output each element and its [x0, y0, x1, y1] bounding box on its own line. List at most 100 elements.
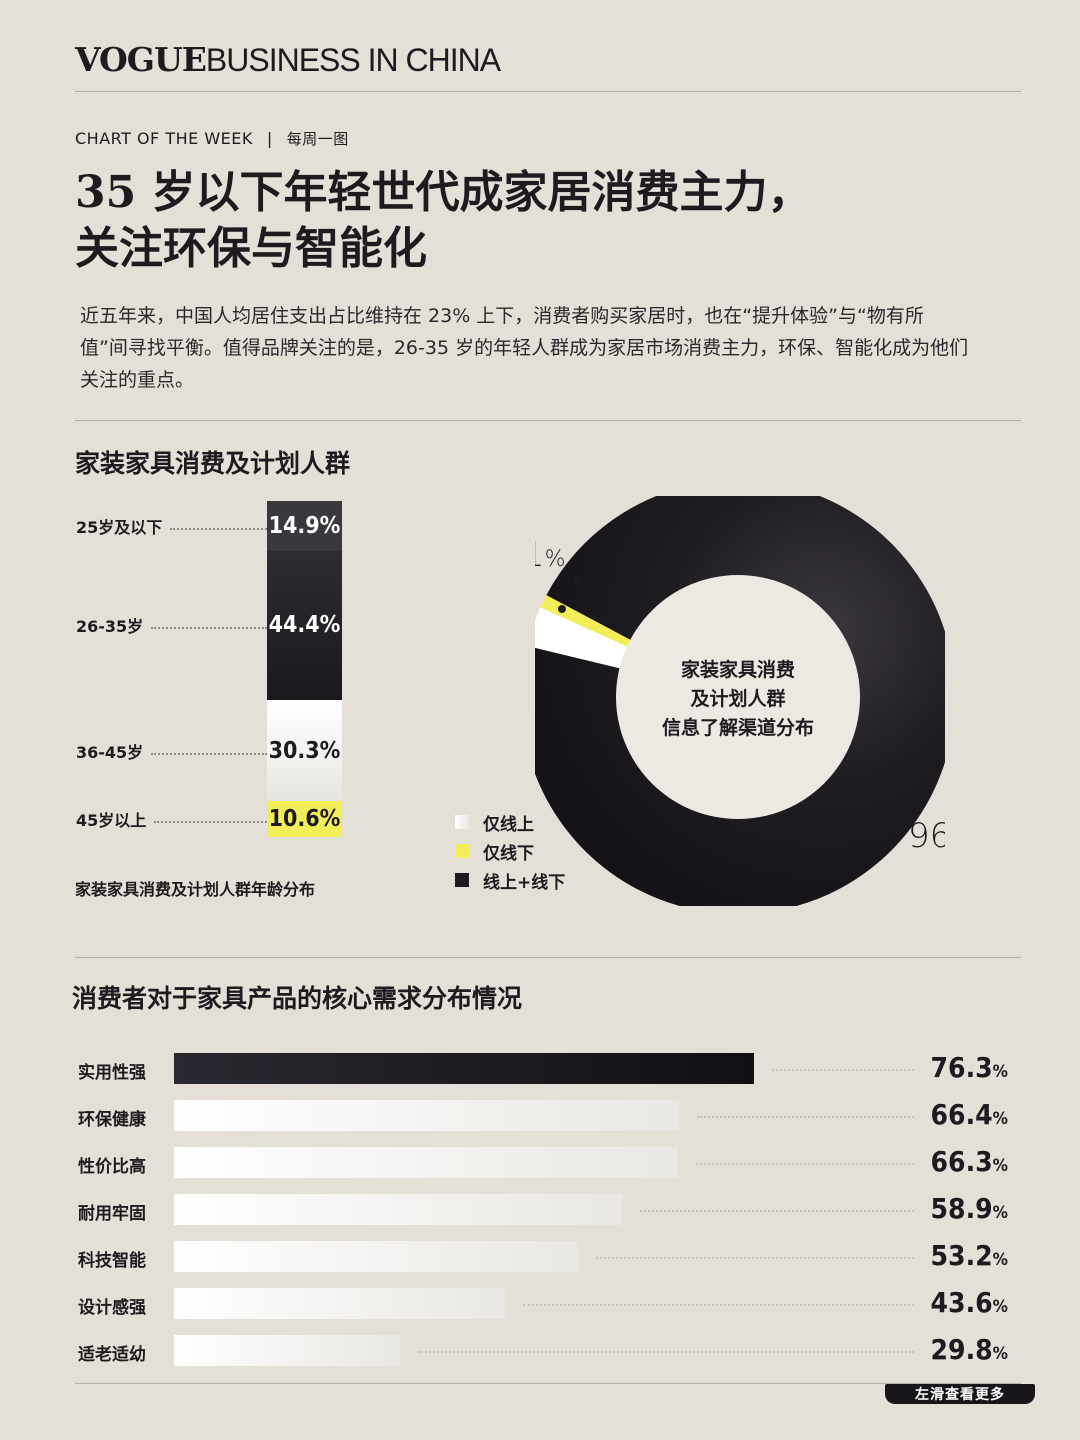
header-divider [75, 91, 1021, 92]
leader-dots [696, 1116, 914, 1118]
need-bar [174, 1053, 754, 1084]
legend-item: 线上+线下 [455, 868, 566, 893]
legend-swatch [455, 815, 469, 829]
section2-title: 消费者对于家具产品的核心需求分布情况 [72, 984, 523, 1013]
need-row: 实用性强 76.3% [78, 1051, 1018, 1085]
need-bar [174, 1100, 679, 1131]
need-value-unit: % [992, 1203, 1008, 1223]
need-value-unit: % [992, 1297, 1008, 1317]
age-row: 26-35岁 [76, 614, 271, 636]
need-row: 科技智能 53.2% [78, 1239, 1018, 1273]
need-value-number: 53.2 [930, 1239, 993, 1272]
donut-label-marker [558, 605, 566, 613]
headline-line-1: 35 岁以下年轻世代成家居消费主力， [75, 167, 812, 218]
need-value: 66.3% [931, 1145, 1008, 1178]
donut-hole [616, 575, 860, 819]
donut-slices [535, 496, 945, 906]
need-row: 性价比高 66.3% [78, 1145, 1018, 1179]
age-category-label: 45岁以上 [76, 811, 147, 831]
age-row: 25岁及以下 [76, 515, 271, 537]
need-value-unit: % [992, 1344, 1008, 1364]
need-value-unit: % [992, 1109, 1008, 1129]
age-segment: 44.4% [267, 550, 342, 700]
age-segment-value: 10.6% [268, 806, 341, 833]
logo-vogue: VOGUE [75, 40, 207, 79]
leader-dots [596, 1257, 914, 1259]
donut-slice [535, 607, 629, 670]
need-value: 76.3% [931, 1051, 1008, 1084]
donut-label-marker [574, 576, 582, 584]
swipe-more-button[interactable]: 左滑查看更多 [885, 1384, 1035, 1404]
legend-label: 仅线上 [483, 814, 534, 835]
channel-donut-chart: 家装家具消费 及计划人群 信息了解渠道分布 1% 3% 96% [535, 496, 945, 906]
donut-value-labels: 1% 3% 96% [535, 535, 945, 856]
need-bar [174, 1335, 401, 1366]
legend-label: 线上+线下 [483, 872, 566, 893]
need-value: 58.9% [931, 1192, 1008, 1225]
donut-slice [535, 496, 945, 906]
age-chart-caption: 家装家具消费及计划人群年龄分布 [75, 880, 316, 899]
leader-dots [639, 1210, 914, 1212]
donut-value-label: 3% [535, 586, 536, 626]
age-segment-value: 44.4% [268, 612, 341, 639]
need-value: 66.4% [931, 1098, 1008, 1131]
need-value-number: 43.6 [930, 1286, 993, 1319]
kicker-cn: 每周一图 [286, 130, 349, 148]
need-value-unit: % [992, 1156, 1008, 1176]
kicker-en: CHART OF THE WEEK [75, 129, 253, 148]
need-row: 适老适幼 29.8% [78, 1333, 1018, 1367]
need-value-unit: % [992, 1250, 1008, 1270]
age-segment-value: 30.3% [268, 737, 341, 764]
section-divider-2 [75, 957, 1021, 958]
leader-dots [523, 1304, 914, 1306]
need-label: 设计感强 [78, 1298, 146, 1318]
leader-dots [771, 1069, 914, 1071]
legend-swatch [455, 873, 469, 887]
age-segment-value: 14.9% [268, 512, 341, 539]
need-row: 耐用牢固 58.9% [78, 1192, 1018, 1226]
need-value-number: 58.9 [930, 1192, 993, 1225]
need-bar [174, 1147, 678, 1178]
age-category-label: 25岁及以下 [76, 517, 163, 537]
donut-slice [540, 595, 632, 648]
leader-dots [170, 527, 267, 530]
legend-item: 仅线上 [455, 810, 534, 835]
need-value-unit: % [992, 1062, 1008, 1082]
donut-center-line-1: 家装家具消费 [681, 658, 795, 681]
need-row: 设计感强 43.6% [78, 1286, 1018, 1320]
age-category-label: 36-45岁 [76, 742, 144, 762]
need-value: 53.2% [931, 1239, 1008, 1272]
need-value-number: 66.3 [930, 1145, 993, 1178]
legend-swatch [455, 844, 469, 858]
need-bar [174, 1194, 622, 1225]
age-segment: 14.9% [267, 501, 342, 551]
section-divider-1 [75, 420, 1021, 421]
donut-value-label: 1% [535, 535, 566, 575]
need-value-number: 29.8 [930, 1333, 993, 1366]
donut-center-line-3: 信息了解渠道分布 [662, 716, 814, 739]
donut-label-marker [886, 813, 894, 821]
need-label: 环保健康 [78, 1110, 146, 1130]
need-value-number: 66.4 [930, 1098, 993, 1131]
leader-dots [695, 1163, 914, 1165]
need-row: 环保健康 66.4% [78, 1098, 1018, 1132]
footer-divider [75, 1383, 1021, 1384]
age-row: 45岁以上 [76, 808, 271, 830]
kicker-separator: | [266, 129, 273, 148]
need-bar [174, 1241, 579, 1272]
kicker: CHART OF THE WEEK | 每周一图 [75, 128, 349, 149]
need-label: 实用性强 [78, 1063, 146, 1083]
need-value: 29.8% [931, 1333, 1008, 1366]
logo-business-in-china: BUSINESS IN CHINA [205, 42, 501, 78]
age-segment: 30.3% [267, 699, 342, 802]
headline-line-2: 关注环保与智能化 [75, 223, 427, 274]
leader-dots [151, 627, 267, 630]
page-title: 35 岁以下年轻世代成家居消费主力， 关注环保与智能化 [75, 165, 1015, 277]
vogue-business-logo: VOGUEBUSINESS IN CHINA [75, 40, 501, 84]
section1-title: 家装家具消费及计划人群 [75, 449, 351, 478]
age-segment: 10.6% [267, 801, 342, 837]
need-value: 43.6% [931, 1286, 1008, 1319]
need-label: 耐用牢固 [78, 1204, 146, 1224]
age-row: 36-45岁 [76, 740, 271, 762]
legend-label: 仅线下 [483, 843, 534, 864]
